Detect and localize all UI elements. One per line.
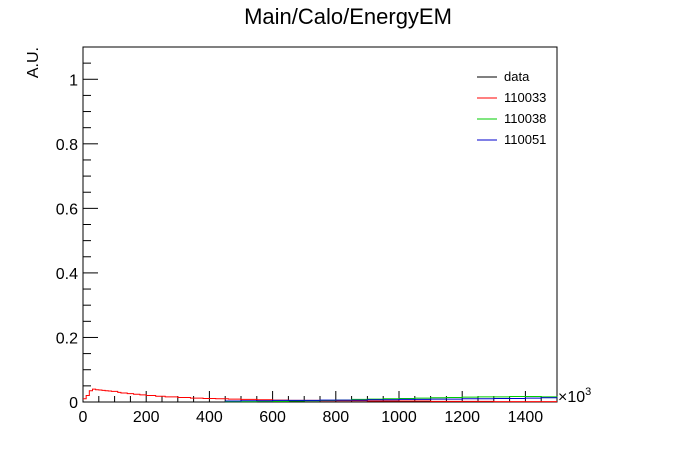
x-tick-label: 1000 [381, 409, 417, 426]
y-axis: 0 0.2 0.4 0.6 0.8 1 [56, 46, 98, 412]
y-tick-label: 0.6 [56, 201, 78, 218]
x-tick-label: 1400 [508, 409, 544, 426]
y-tick-label: 1 [69, 72, 78, 89]
legend-label: 110051 [504, 132, 546, 147]
y-tick-label: 0 [69, 395, 78, 412]
legend-label: data [504, 69, 530, 84]
x-tick-label: 400 [196, 409, 223, 426]
svg-text:×103: ×103 [558, 386, 591, 406]
x-axis-multiplier: ×103 [558, 386, 591, 406]
x-axis: 0 200 400 600 800 1000 1200 1400 [79, 391, 558, 426]
y-axis-label: A.U. [25, 47, 42, 78]
legend: data 110033 110038 110051 [477, 69, 546, 147]
x-tick-label: 1200 [444, 409, 480, 426]
series-layer [83, 388, 558, 403]
y-tick-label: 0.8 [56, 137, 78, 154]
series-line-110051 [225, 397, 558, 402]
y-tick-label: 0.2 [56, 330, 78, 347]
legend-label: 110033 [504, 90, 546, 105]
chart-title: Main/Calo/EnergyEM [244, 4, 452, 29]
x-axis-multiplier-base: ×10 [558, 389, 585, 406]
plot-frame [82, 46, 558, 403]
legend-label: 110038 [504, 111, 546, 126]
x-tick-label: 800 [322, 409, 349, 426]
x-axis-multiplier-exponent: 3 [585, 386, 591, 398]
x-tick-label: 200 [133, 409, 160, 426]
x-tick-label: 0 [79, 409, 88, 426]
x-tick-label: 600 [259, 409, 286, 426]
y-tick-label: 0.4 [56, 266, 78, 283]
series-line-110038 [225, 396, 558, 403]
